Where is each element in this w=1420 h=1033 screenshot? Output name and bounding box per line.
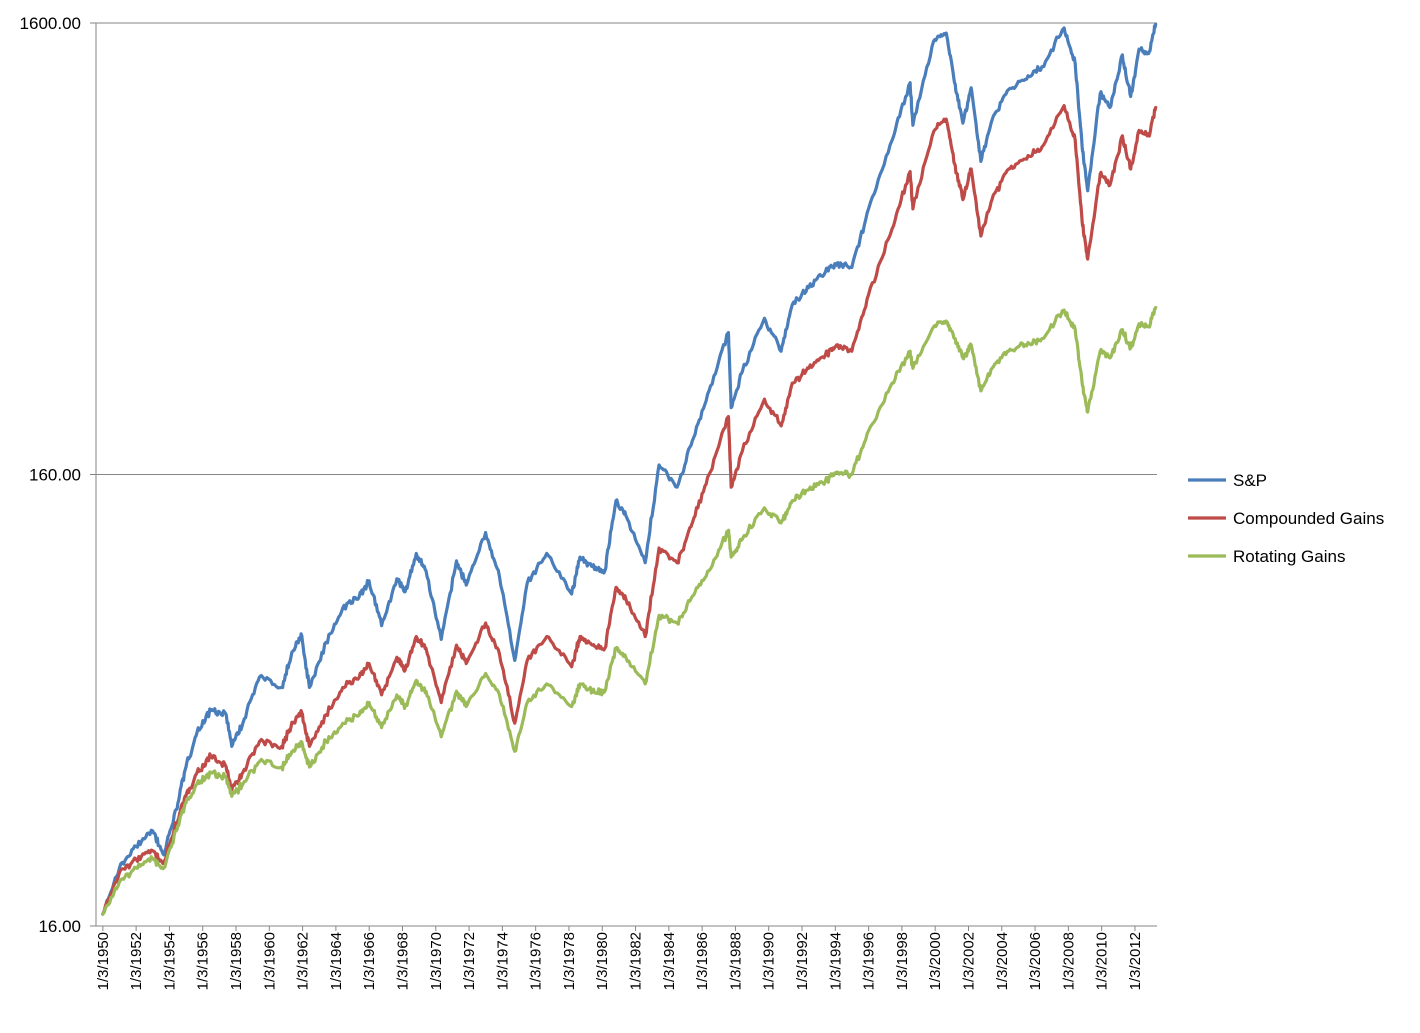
x-tick-label-10: 1/3/1970 — [428, 932, 445, 990]
x-tick-label-0: 1/3/1950 — [95, 932, 112, 990]
x-tick-label-11: 1/3/1972 — [461, 932, 478, 990]
x-tick-label-27: 1/3/2004 — [994, 932, 1011, 990]
x-tick-label-29: 1/3/2008 — [1060, 932, 1077, 990]
x-tick-label-8: 1/3/1966 — [361, 932, 378, 990]
x-tick-label-20: 1/3/1990 — [761, 932, 778, 990]
x-tick-label-6: 1/3/1962 — [295, 932, 312, 990]
series-line-0 — [101, 22, 1158, 916]
x-tick-label-28: 1/3/2006 — [1027, 932, 1044, 990]
gridlines — [96, 22, 1157, 927]
x-tick-label-18: 1/3/1986 — [694, 932, 711, 990]
x-tick-label-23: 1/3/1996 — [861, 932, 878, 990]
legend-label-0: S&P — [1233, 471, 1267, 490]
series-line-1 — [101, 103, 1158, 916]
x-tick-label-26: 1/3/2002 — [960, 932, 977, 990]
x-tick-label-5: 1/3/1960 — [261, 932, 278, 990]
x-tick-label-21: 1/3/1992 — [794, 932, 811, 990]
x-tick-label-25: 1/3/2000 — [927, 932, 944, 990]
plot-area — [101, 22, 1158, 916]
axes: 16.00 160.00 1600.00 1/3/1950 1/3/1952 1/3/19… — [20, 14, 1157, 990]
x-tick-label-15: 1/3/1980 — [594, 932, 611, 990]
series-line-2 — [101, 305, 1158, 916]
legend-label-1: Compounded Gains — [1233, 509, 1384, 528]
y-tick-label-2: 1600.00 — [20, 14, 81, 33]
x-tick-label-3: 1/3/1956 — [195, 932, 212, 990]
x-tick-label-19: 1/3/1988 — [727, 932, 744, 990]
y-tick-label-0: 16.00 — [38, 917, 81, 936]
legend: S&P Compounded Gains Rotating Gains — [1188, 471, 1384, 566]
x-tick-label-16: 1/3/1982 — [628, 932, 645, 990]
x-tick-label-24: 1/3/1998 — [894, 932, 911, 990]
x-tick-label-17: 1/3/1984 — [661, 932, 678, 990]
x-tick-label-4: 1/3/1958 — [228, 932, 245, 990]
x-tick-label-12: 1/3/1974 — [494, 932, 511, 990]
x-tick-label-14: 1/3/1978 — [561, 932, 578, 990]
x-tick-label-22: 1/3/1994 — [827, 932, 844, 990]
x-tick-label-7: 1/3/1964 — [328, 932, 345, 990]
y-tick-label-1: 160.00 — [29, 466, 81, 485]
x-tick-label-1: 1/3/1952 — [128, 932, 145, 990]
x-tick-label-2: 1/3/1954 — [161, 932, 178, 990]
x-tick-label-13: 1/3/1976 — [528, 932, 545, 990]
x-tick-label-9: 1/3/1968 — [394, 932, 411, 990]
x-tick-label-30: 1/3/2010 — [1094, 932, 1111, 990]
legend-label-2: Rotating Gains — [1233, 547, 1345, 566]
x-tick-label-31: 1/3/2012 — [1127, 932, 1144, 990]
